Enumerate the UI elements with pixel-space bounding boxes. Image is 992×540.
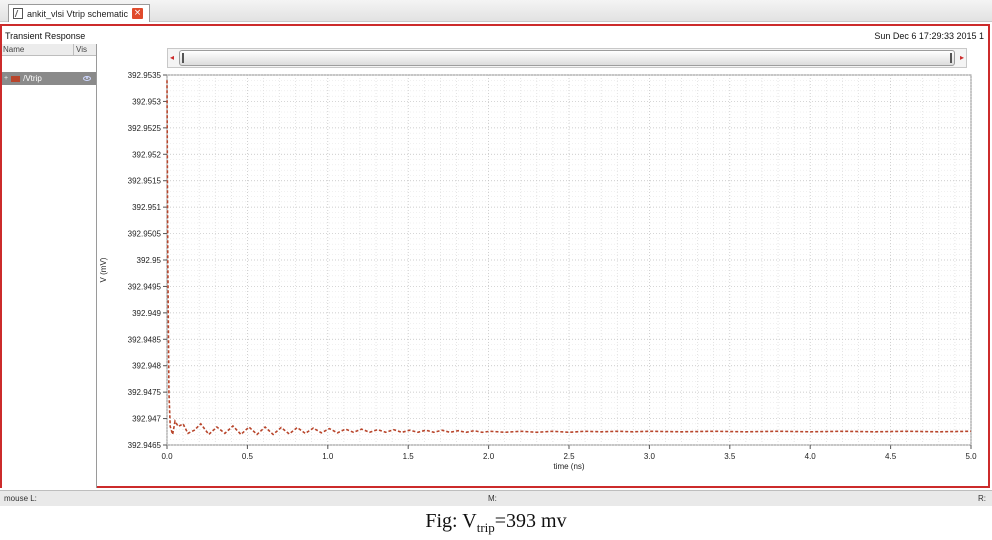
visibility-eye-icon[interactable] — [83, 76, 91, 81]
waveform-chart[interactable]: 0.0 0.5 1.0 1.5 2.0 2.5 3.0 3.5 4.0 4.5 5.0 392.946… — [98, 70, 988, 488]
x-tick-label: 2.0 — [483, 452, 495, 461]
x-tick-label: 2.5 — [563, 452, 575, 461]
y-tick-label: 392.951 — [132, 203, 161, 212]
caption-suffix: =393 mv — [494, 510, 567, 532]
y-tick-label: 392.953 — [132, 97, 161, 106]
caption-prefix: Fig: V — [425, 510, 477, 532]
x-tick-label: 4.5 — [885, 452, 897, 461]
x-tick-label: 1.0 — [322, 452, 334, 461]
x-axis-label: time (ns) — [553, 462, 584, 471]
scrollbar-thumb[interactable] — [179, 50, 955, 66]
tab-bar: ankit_vlsi Vtrip schematic × — [0, 0, 992, 22]
y-tick-label: 392.9475 — [128, 388, 162, 397]
close-icon[interactable]: × — [132, 8, 144, 19]
x-tick-label: 3.5 — [724, 452, 736, 461]
y-tick-label: 392.9505 — [128, 230, 162, 239]
x-tick-label: 0.5 — [242, 452, 254, 461]
y-tick-label: 392.952 — [132, 150, 161, 159]
column-header-vis[interactable]: Vis — [76, 45, 87, 54]
x-tick-label: 5.0 — [965, 452, 977, 461]
caption-subscript: trip — [476, 520, 495, 535]
plot-frame: Transient Response Sun Dec 6 17:29:33 20… — [0, 24, 990, 488]
figure-caption: Fig: Vtrip=393 mv — [0, 510, 992, 536]
y-tick-label: 392.9515 — [128, 177, 162, 186]
status-mouse-left: mouse L: — [4, 494, 37, 503]
y-tick-label: 392.949 — [132, 309, 161, 318]
x-tick-label: 1.5 — [403, 452, 415, 461]
y-tick-label: 392.9485 — [128, 335, 162, 344]
expand-icon[interactable]: + — [4, 75, 9, 82]
status-mouse-right: R: — [978, 494, 986, 503]
scroll-right-arrow-icon[interactable]: ▸ — [959, 53, 964, 62]
signal-row-vtrip[interactable]: + /Vtrip — [2, 72, 96, 85]
scroll-left-arrow-icon[interactable]: ◂ — [169, 53, 174, 62]
status-mouse-middle: M: — [488, 494, 497, 503]
y-tick-label: 392.9535 — [128, 71, 162, 80]
y-axis-label: V (mV) — [99, 257, 108, 282]
y-tick-label: 392.9525 — [128, 124, 162, 133]
column-header-name[interactable]: Name — [2, 44, 74, 55]
y-tick-label: 392.948 — [132, 362, 161, 371]
status-bar: mouse L: M: R: — [0, 490, 992, 506]
y-tick-label: 392.9465 — [128, 441, 162, 450]
tab-label: ankit_vlsi Vtrip schematic — [27, 8, 129, 19]
y-tick-label: 392.947 — [132, 415, 161, 424]
title-row: Transient Response Sun Dec 6 17:29:33 20… — [2, 26, 988, 44]
signal-panel: Name Vis + /Vtrip — [2, 44, 97, 488]
plot-timestamp: Sun Dec 6 17:29:33 2015 1 — [874, 31, 984, 41]
y-tick-label: 392.95 — [137, 256, 162, 265]
y-tick-label: 392.9495 — [128, 282, 162, 291]
tab-vtrip-schematic[interactable]: ankit_vlsi Vtrip schematic × — [8, 4, 151, 22]
x-tick-label: 4.0 — [805, 452, 817, 461]
time-scrollbar[interactable]: ◂ ▸ — [167, 48, 967, 70]
signal-color-swatch — [11, 75, 21, 82]
signal-panel-header: Name Vis — [2, 44, 96, 56]
plot-title: Transient Response — [5, 31, 86, 41]
signal-name: /Vtrip — [23, 74, 42, 83]
schematic-doc-icon — [13, 8, 23, 19]
x-tick-label: 3.0 — [644, 452, 656, 461]
x-tick-label: 0.0 — [161, 452, 173, 461]
series-line-vtrip — [166, 80, 972, 436]
